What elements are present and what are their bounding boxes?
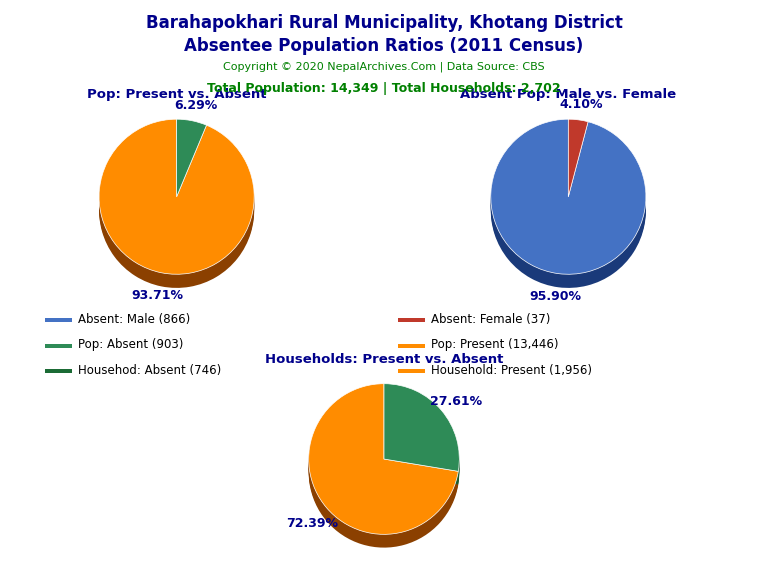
Text: Copyright © 2020 NepalArchives.Com | Data Source: CBS: Copyright © 2020 NepalArchives.Com | Dat… — [223, 62, 545, 72]
Text: Pop: Present (13,446): Pop: Present (13,446) — [431, 339, 558, 351]
Wedge shape — [177, 121, 207, 198]
Text: 6.29%: 6.29% — [174, 99, 217, 112]
Wedge shape — [177, 124, 207, 202]
Wedge shape — [568, 130, 588, 207]
Wedge shape — [491, 119, 646, 274]
Text: Absent: Male (866): Absent: Male (866) — [78, 313, 190, 326]
Text: Absentee Population Ratios (2011 Census): Absentee Population Ratios (2011 Census) — [184, 37, 584, 55]
Wedge shape — [384, 391, 459, 478]
Wedge shape — [99, 128, 254, 283]
Wedge shape — [99, 126, 254, 281]
Wedge shape — [309, 393, 458, 544]
Wedge shape — [491, 130, 646, 285]
Wedge shape — [309, 389, 458, 539]
Text: 27.61%: 27.61% — [430, 395, 482, 408]
Wedge shape — [491, 131, 646, 286]
Text: Absent: Female (37): Absent: Female (37) — [431, 313, 551, 326]
Wedge shape — [99, 123, 254, 278]
Wedge shape — [384, 395, 459, 483]
Wedge shape — [491, 121, 646, 276]
Wedge shape — [99, 124, 254, 279]
Text: Total Population: 14,349 | Total Households: 2,702: Total Population: 14,349 | Total Househo… — [207, 82, 561, 95]
Wedge shape — [568, 131, 588, 209]
Text: 93.71%: 93.71% — [131, 289, 184, 302]
Wedge shape — [309, 385, 458, 536]
Text: Barahapokhari Rural Municipality, Khotang District: Barahapokhari Rural Municipality, Khotan… — [146, 14, 622, 32]
Wedge shape — [309, 395, 458, 546]
Wedge shape — [384, 392, 459, 480]
Wedge shape — [99, 133, 254, 288]
Wedge shape — [309, 391, 458, 541]
Wedge shape — [568, 133, 588, 210]
Wedge shape — [99, 130, 254, 285]
Wedge shape — [491, 133, 646, 288]
Wedge shape — [384, 387, 459, 475]
Wedge shape — [384, 397, 459, 484]
Title: Households: Present vs. Absent: Households: Present vs. Absent — [265, 353, 503, 366]
Wedge shape — [491, 126, 646, 281]
FancyBboxPatch shape — [398, 318, 425, 323]
FancyBboxPatch shape — [45, 344, 72, 348]
Wedge shape — [491, 124, 646, 279]
Wedge shape — [99, 131, 254, 286]
Wedge shape — [309, 392, 458, 543]
Title: Pop: Present vs. Absent: Pop: Present vs. Absent — [87, 88, 266, 101]
Text: 4.10%: 4.10% — [559, 98, 603, 111]
Wedge shape — [568, 126, 588, 203]
Wedge shape — [177, 131, 207, 209]
Text: Househod: Absent (746): Househod: Absent (746) — [78, 364, 221, 377]
Wedge shape — [568, 119, 588, 197]
FancyBboxPatch shape — [398, 369, 425, 373]
Wedge shape — [384, 385, 459, 473]
Wedge shape — [177, 126, 207, 203]
Wedge shape — [177, 123, 207, 200]
Wedge shape — [568, 121, 588, 198]
Wedge shape — [568, 128, 588, 205]
FancyBboxPatch shape — [398, 344, 425, 348]
Title: Absent Pop: Male vs. Female: Absent Pop: Male vs. Female — [460, 88, 677, 101]
Wedge shape — [568, 123, 588, 200]
Wedge shape — [177, 133, 207, 210]
FancyBboxPatch shape — [45, 318, 72, 323]
Wedge shape — [177, 128, 207, 205]
Text: Household: Present (1,956): Household: Present (1,956) — [431, 364, 592, 377]
Wedge shape — [384, 389, 459, 476]
FancyBboxPatch shape — [45, 369, 72, 373]
Wedge shape — [309, 387, 458, 537]
Wedge shape — [384, 384, 459, 471]
Wedge shape — [177, 130, 207, 207]
Wedge shape — [99, 119, 254, 274]
Wedge shape — [384, 393, 459, 482]
Wedge shape — [99, 121, 254, 276]
Text: 95.90%: 95.90% — [530, 290, 582, 303]
Text: Pop: Absent (903): Pop: Absent (903) — [78, 339, 184, 351]
Wedge shape — [568, 124, 588, 202]
Text: 72.39%: 72.39% — [286, 517, 338, 530]
Wedge shape — [491, 128, 646, 283]
Wedge shape — [309, 384, 458, 535]
Wedge shape — [309, 397, 458, 548]
Wedge shape — [177, 119, 207, 197]
Wedge shape — [491, 123, 646, 278]
